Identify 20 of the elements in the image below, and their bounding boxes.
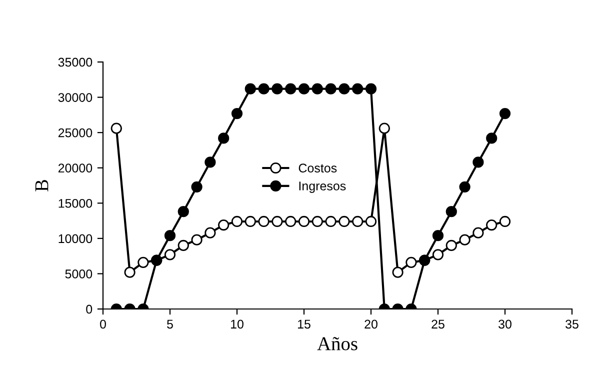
legend-label: Ingresos: [299, 182, 346, 193]
legend-label: Costos: [298, 164, 337, 172]
x-tick-label: 15: [298, 320, 310, 329]
x-axis-title: Años: [317, 337, 358, 350]
x-tick-label: 10: [231, 320, 244, 329]
y-tick-label: 35000: [58, 58, 92, 67]
x-tick-label: 0: [100, 320, 106, 329]
x-tick-label: 35: [566, 320, 578, 329]
y-tick-label: 30000: [58, 93, 92, 102]
y-tick-label: 5000: [65, 270, 92, 278]
y-tick-label: 20000: [58, 164, 92, 173]
y-tick-label: 15000: [58, 198, 92, 208]
y-axis-title: B: [35, 180, 48, 192]
x-tick-label: 20: [364, 320, 378, 329]
y-tick-label: 0: [86, 304, 92, 314]
x-tick-label: 30: [498, 320, 512, 329]
y-tick-label: 25000: [58, 128, 92, 138]
x-tick-label: 25: [432, 320, 444, 329]
x-tick-label: 5: [167, 320, 173, 329]
y-tick-label: 10000: [58, 234, 92, 244]
